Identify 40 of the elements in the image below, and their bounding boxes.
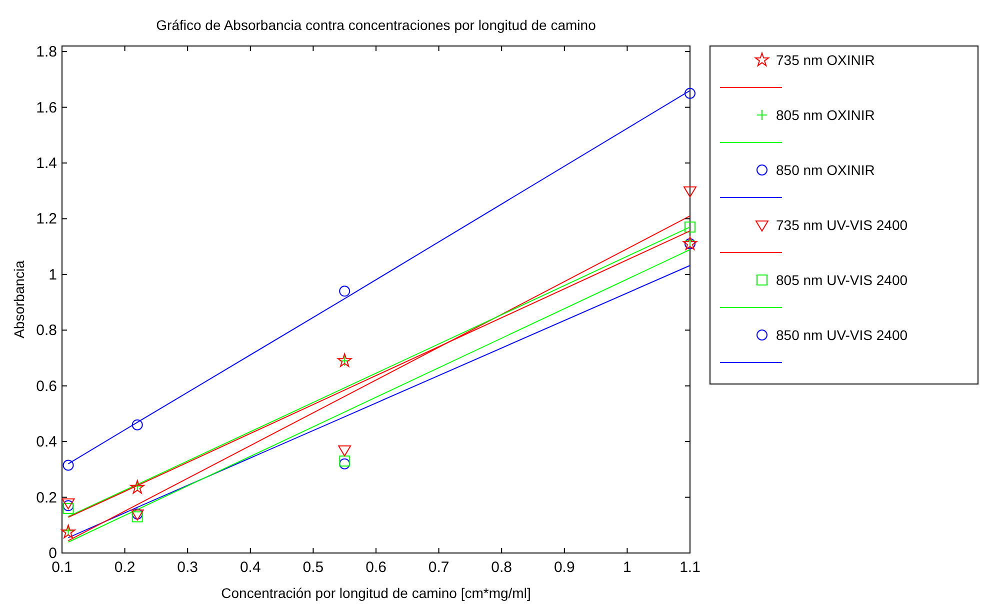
x-tick-label: 0.2 xyxy=(114,559,136,576)
legend-label: 850 nm OXINIR xyxy=(776,162,875,178)
y-tick-label: 1.4 xyxy=(36,155,57,172)
legend-label: 805 nm OXINIR xyxy=(776,107,875,123)
y-axis-title: Absorbancia xyxy=(11,260,27,338)
x-tick-label: 0.5 xyxy=(302,559,324,576)
x-tick-label: 0.9 xyxy=(554,559,575,576)
y-tick-label: 1.2 xyxy=(36,210,57,228)
point xyxy=(62,460,74,471)
chart-title: Gráfico de Absorbancia contra concentraciones por longitud de camino xyxy=(156,17,596,33)
point xyxy=(62,502,74,514)
point xyxy=(684,88,696,99)
point xyxy=(338,445,352,456)
legend-label: 735 nm UV-VIS 2400 xyxy=(776,217,908,233)
y-tick-label: 1.8 xyxy=(36,44,57,61)
point xyxy=(339,456,350,467)
x-tick-label: 1 xyxy=(623,559,632,576)
x-tick-label: 0.4 xyxy=(240,559,261,576)
point xyxy=(339,286,350,297)
legend-label: 805 nm UV-VIS 2400 xyxy=(776,272,908,288)
point xyxy=(684,186,696,198)
y-tick-label: 0.6 xyxy=(36,378,57,395)
y-tick-label: 1.6 xyxy=(36,99,57,116)
x-tick-label: 0.7 xyxy=(428,559,450,576)
y-tick-label: 1 xyxy=(48,266,57,284)
legend-label: 850 nm UV-VIS 2400 xyxy=(776,327,908,343)
x-tick-label: 1.1 xyxy=(680,559,700,576)
legend-label: 735 nm OXINIR xyxy=(776,52,875,68)
point xyxy=(684,222,696,233)
x-tick-label: 0.8 xyxy=(491,559,512,576)
x-axis-title: Concentración por longitud de camino [cm*mg/ml] xyxy=(221,585,531,601)
y-tick-label: 0 xyxy=(48,545,57,562)
point xyxy=(132,419,143,430)
point xyxy=(339,458,350,470)
y-tick-label: 0.2 xyxy=(36,489,57,506)
x-tick-label: 0.3 xyxy=(177,559,198,576)
x-tick-label: 0.1 xyxy=(52,559,72,576)
x-tick-label: 0.6 xyxy=(366,559,386,576)
y-tick-label: 0.8 xyxy=(36,322,57,340)
y-tick-label: 0.4 xyxy=(36,434,57,451)
